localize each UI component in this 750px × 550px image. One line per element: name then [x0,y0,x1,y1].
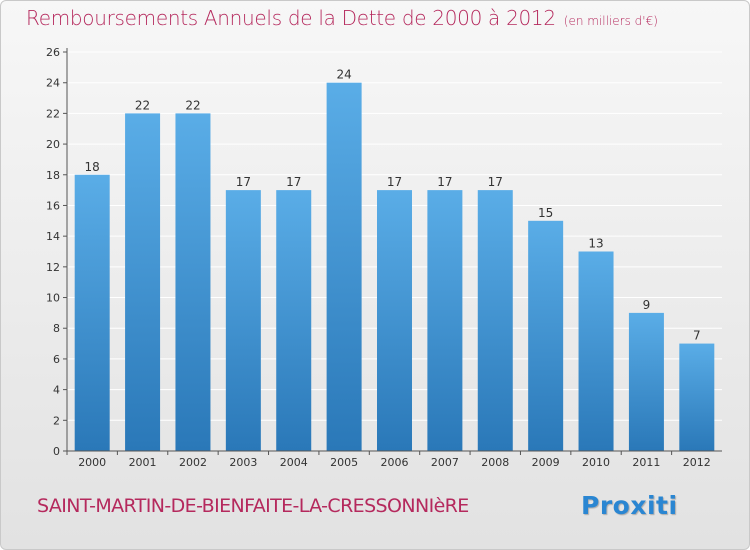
y-tick-label: 26 [46,46,60,59]
bar-2008 [477,190,513,451]
value-label-2007: 17 [437,175,452,189]
x-tick-label-2009: 2009 [532,456,560,469]
value-label-2002: 22 [185,98,200,112]
bar-2002 [175,113,211,451]
data-labels: 18 22 22 17 17 24 17 17 17 15 13 9 7 [85,68,701,343]
value-label-2000: 18 [85,160,100,174]
x-tick-label-2002: 2002 [179,456,207,469]
bar-2000 [74,174,110,451]
x-tick-label-2010: 2010 [582,456,610,469]
commune-name: SAINT-MARTIN-DE-BIENFAITE-LA-CRESSONNIèR… [37,495,469,517]
proxiti-logo-text: Proxiti [581,491,678,520]
y-tick-label: 4 [53,384,60,397]
bar-2009 [528,220,564,451]
x-tick-label-2004: 2004 [280,456,308,469]
y-tick-label: 16 [46,199,60,212]
x-tick-label-2006: 2006 [381,456,409,469]
y-tick-label: 10 [46,292,60,305]
y-tick-label: 2 [53,414,60,427]
bars [74,82,715,451]
value-label-2005: 24 [336,68,351,82]
y-tick-label: 20 [46,138,60,151]
x-tick-label-2008: 2008 [481,456,509,469]
value-label-2004: 17 [286,175,301,189]
value-label-2008: 17 [488,175,503,189]
bar-2005 [326,82,362,451]
x-tick-label-2011: 2011 [632,456,660,469]
y-tick-label: 18 [46,169,60,182]
value-label-2012: 7 [693,329,701,343]
value-label-2010: 13 [588,237,603,251]
x-tick-label-2012: 2012 [683,456,711,469]
bar-2007 [427,190,463,451]
chart-subtitle: (en milliers d'€) [563,14,658,28]
proxiti-logo[interactable]: Proxiti [581,491,678,520]
x-tick-label-2001: 2001 [129,456,157,469]
y-tick-label: 14 [46,230,60,243]
value-label-2011: 9 [643,298,651,312]
x-tick-label-2003: 2003 [229,456,257,469]
y-tick-label: 12 [46,261,60,274]
chart-title-text: Remboursements Annuels de la Dette de 20… [26,6,556,30]
bar-2001 [125,113,161,451]
value-label-2009: 15 [538,206,553,220]
value-label-2001: 22 [135,98,150,112]
bar-2003 [225,190,261,451]
chart-title: Remboursements Annuels de la Dette de 20… [26,6,658,30]
bar-2012 [679,343,715,451]
bar-2004 [276,190,312,451]
x-tick-label-2005: 2005 [330,456,358,469]
y-tick-label: 24 [46,77,60,90]
x-tick-label-2000: 2000 [78,456,106,469]
value-label-2003: 17 [236,175,251,189]
y-tick-label: 6 [53,353,60,366]
bar-2010 [578,251,614,451]
value-label-2006: 17 [387,175,402,189]
y-tick-label: 22 [46,107,60,120]
bar-2006 [377,190,412,451]
bar-2011 [628,312,664,451]
y-tick-label: 0 [53,445,60,458]
y-tick-label: 8 [53,322,60,335]
x-tick-label-2007: 2007 [431,456,459,469]
